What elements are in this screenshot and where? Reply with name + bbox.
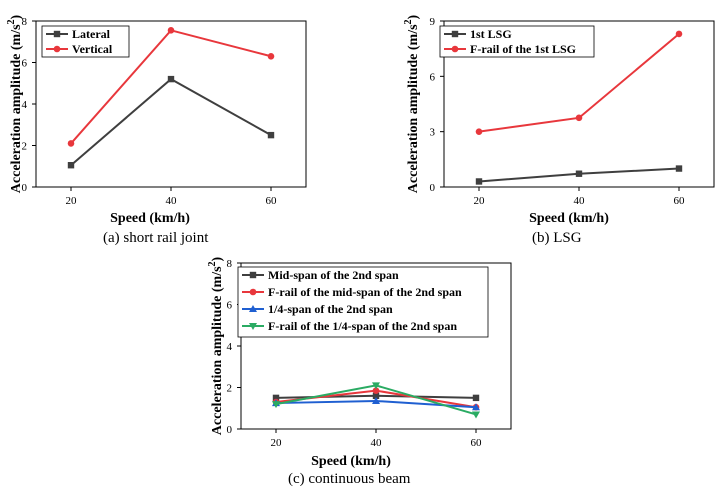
data-point — [167, 27, 175, 34]
x-tick-label: 40 — [574, 195, 586, 207]
data-point — [372, 387, 380, 394]
y-tick-label: 2 — [22, 141, 28, 153]
x-tick-label: 40 — [166, 195, 178, 207]
data-point — [575, 170, 583, 177]
y-axis-title-close: ) — [9, 14, 24, 19]
chart-a: 20 40 60 0 2 4 6 8 Speed (km/h) Acceleration ampl… — [6, 14, 307, 226]
series-2 — [67, 27, 275, 147]
legend-marker — [53, 30, 61, 38]
series-4 — [272, 382, 480, 419]
x-axis-title: Speed (km/h) — [529, 211, 609, 226]
y-axis-title-text: Acceleration amplitude (m/s — [9, 24, 24, 193]
legend-box — [237, 266, 489, 338]
y-axis-title: Acceleration amplitude (m/s2) — [207, 256, 225, 435]
x-tick-label: 20 — [66, 195, 78, 207]
data-point — [472, 403, 480, 411]
legend-marker — [249, 271, 257, 279]
legend-label: Lateral — [72, 27, 111, 41]
series-1 — [475, 165, 683, 185]
chart-c: 20 40 60 0 2 4 6 8 Speed (km/h) Acceleration ampl… — [207, 256, 512, 469]
y-tick-label: 8 — [227, 258, 233, 270]
y-axis-title-superscript: 2 — [403, 19, 414, 24]
legend-marker — [53, 45, 61, 53]
legend-label: F-rail of the mid-span of the 2nd span — [268, 285, 462, 299]
data-point — [372, 382, 380, 390]
data-point — [372, 396, 380, 404]
legend-label: Vertical — [72, 42, 113, 56]
data-point — [167, 75, 175, 83]
y-axis-title-text: Acceleration amplitude (m/s — [406, 24, 421, 193]
data-point — [272, 394, 280, 402]
y-tick-label: 6 — [22, 58, 28, 70]
x-axis-title: Speed (km/h) — [110, 211, 190, 226]
data-point — [675, 30, 683, 38]
legend-label: F-rail of the 1st LSG — [470, 42, 576, 56]
y-axis-title-close: ) — [406, 14, 421, 19]
data-point — [67, 162, 75, 169]
series-2 — [475, 30, 683, 135]
legend-marker — [249, 288, 257, 296]
data-point — [575, 114, 583, 122]
legend-box — [439, 25, 595, 58]
x-tick-label: 20 — [271, 437, 283, 449]
data-point — [272, 401, 280, 409]
y-axis-title-close: ) — [210, 256, 225, 261]
data-point — [267, 52, 275, 60]
x-tick-label: 20 — [474, 195, 486, 207]
y-tick-label: 0 — [430, 182, 436, 194]
y-axis-title-superscript: 2 — [6, 19, 17, 24]
legend-label: F-rail of the 1/4-span of the 2nd span — [268, 319, 457, 333]
caption-b: (b) LSG — [532, 230, 582, 246]
x-tick-label: 60 — [471, 437, 483, 449]
x-tick-label: 40 — [371, 437, 383, 449]
data-point — [472, 411, 480, 419]
y-tick-label: 4 — [22, 99, 28, 111]
chart-b: 20 40 60 0 3 6 9 Speed (km/h) Acceleration ampli… — [403, 14, 715, 226]
data-point — [675, 165, 683, 172]
y-axis-title: Acceleration amplitude (m/s2) — [6, 14, 24, 193]
data-point — [475, 178, 483, 185]
data-point — [267, 131, 275, 139]
y-tick-label: 0 — [227, 424, 233, 436]
y-tick-label: 3 — [430, 127, 436, 139]
data-point — [67, 140, 75, 147]
x-axis-title: Speed (km/h) — [311, 454, 391, 469]
y-tick-label: 6 — [227, 300, 233, 312]
y-tick-label: 8 — [22, 16, 28, 28]
legend-marker — [249, 323, 257, 330]
legend-marker — [451, 30, 459, 38]
series-line — [70, 77, 272, 166]
y-tick-label: 4 — [227, 341, 233, 353]
y-tick-label: 0 — [22, 182, 28, 194]
y-axis-title-text: Acceleration amplitude (m/s — [210, 266, 225, 435]
y-tick-label: 6 — [430, 71, 436, 83]
legend-label: Mid-span of the 2nd span — [268, 268, 399, 282]
caption-a: (a) short rail joint — [103, 230, 209, 246]
data-point — [472, 394, 480, 402]
series-1 — [67, 75, 275, 169]
x-tick-label: 60 — [266, 195, 278, 207]
caption-c: (c) continuous beam — [288, 471, 411, 487]
data-point — [475, 128, 483, 135]
legend-marker — [249, 305, 257, 312]
legend: Mid-span of the 2nd span F-rail of the mi… — [237, 266, 489, 338]
y-axis-title: Acceleration amplitude (m/s2) — [403, 14, 421, 193]
x-tick-label: 60 — [674, 195, 686, 207]
data-point — [372, 392, 380, 399]
legend-marker — [451, 45, 459, 53]
legend-label: 1st LSG — [470, 27, 512, 41]
legend-label: 1/4-span of the 2nd span — [268, 302, 393, 316]
y-tick-label: 2 — [227, 383, 233, 395]
y-axis-title-superscript: 2 — [207, 261, 218, 266]
y-tick-label: 9 — [430, 16, 436, 28]
